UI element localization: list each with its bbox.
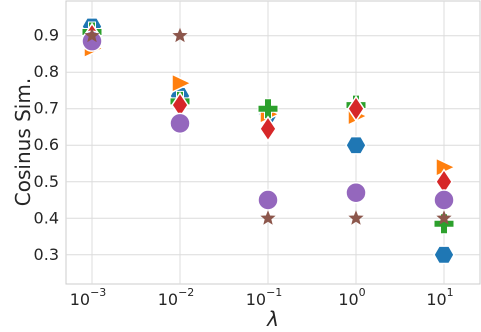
x-tick-label: 10−1 — [246, 286, 283, 309]
y-tick-label: 0.7 — [34, 99, 59, 118]
data-points — [81, 17, 457, 265]
x-tick-label: 101 — [426, 286, 453, 309]
y-tick-labels: 0.3 0.4 0.5 0.6 0.7 0.8 0.9 — [34, 26, 59, 264]
star-point — [172, 27, 188, 43]
y-tick-label: 0.3 — [34, 245, 59, 264]
circle-point — [345, 181, 367, 204]
x-tick-exponent: −1 — [266, 286, 282, 299]
y-axis-label: Cosinus Sim. — [11, 78, 35, 206]
y-tick-label: 0.5 — [34, 172, 59, 191]
x-tick-label: 10−3 — [70, 286, 107, 309]
hexagon-point — [433, 245, 455, 265]
x-tick-base: 10 — [338, 290, 358, 309]
y-tick-label: 0.8 — [34, 62, 59, 81]
star-point — [436, 210, 452, 225]
triangle-right-point — [171, 72, 193, 94]
circle-point — [257, 189, 279, 211]
diamond-point — [259, 115, 277, 143]
x-tick-exponent: 1 — [447, 286, 454, 299]
plot-area — [65, 0, 481, 285]
y-tick-label: 0.6 — [34, 135, 59, 154]
hexagon-point — [345, 135, 367, 155]
star-point — [260, 210, 276, 225]
star-point — [84, 27, 100, 43]
x-tick-labels: 10−3 10−2 10−1 100 101 — [70, 286, 454, 309]
circle-point — [433, 189, 455, 211]
star-point — [348, 210, 364, 225]
x-tick-base: 10 — [158, 290, 178, 309]
x-tick-exponent: 0 — [359, 286, 366, 299]
diamond-point — [347, 95, 365, 123]
y-tick-label: 0.4 — [34, 208, 59, 227]
x-tick-exponent: −3 — [90, 286, 106, 299]
x-tick-base: 10 — [426, 290, 446, 309]
x-tick-base: 10 — [70, 290, 90, 309]
x-tick-exponent: −2 — [178, 286, 194, 299]
x-axis-label: λ — [266, 307, 279, 331]
x-tick-label: 10−2 — [158, 286, 195, 309]
y-tick-label: 0.9 — [34, 26, 59, 45]
circle-point — [169, 112, 191, 135]
x-tick-label: 100 — [338, 286, 365, 309]
x-tick-base: 10 — [246, 290, 266, 309]
plus-point — [257, 98, 279, 120]
